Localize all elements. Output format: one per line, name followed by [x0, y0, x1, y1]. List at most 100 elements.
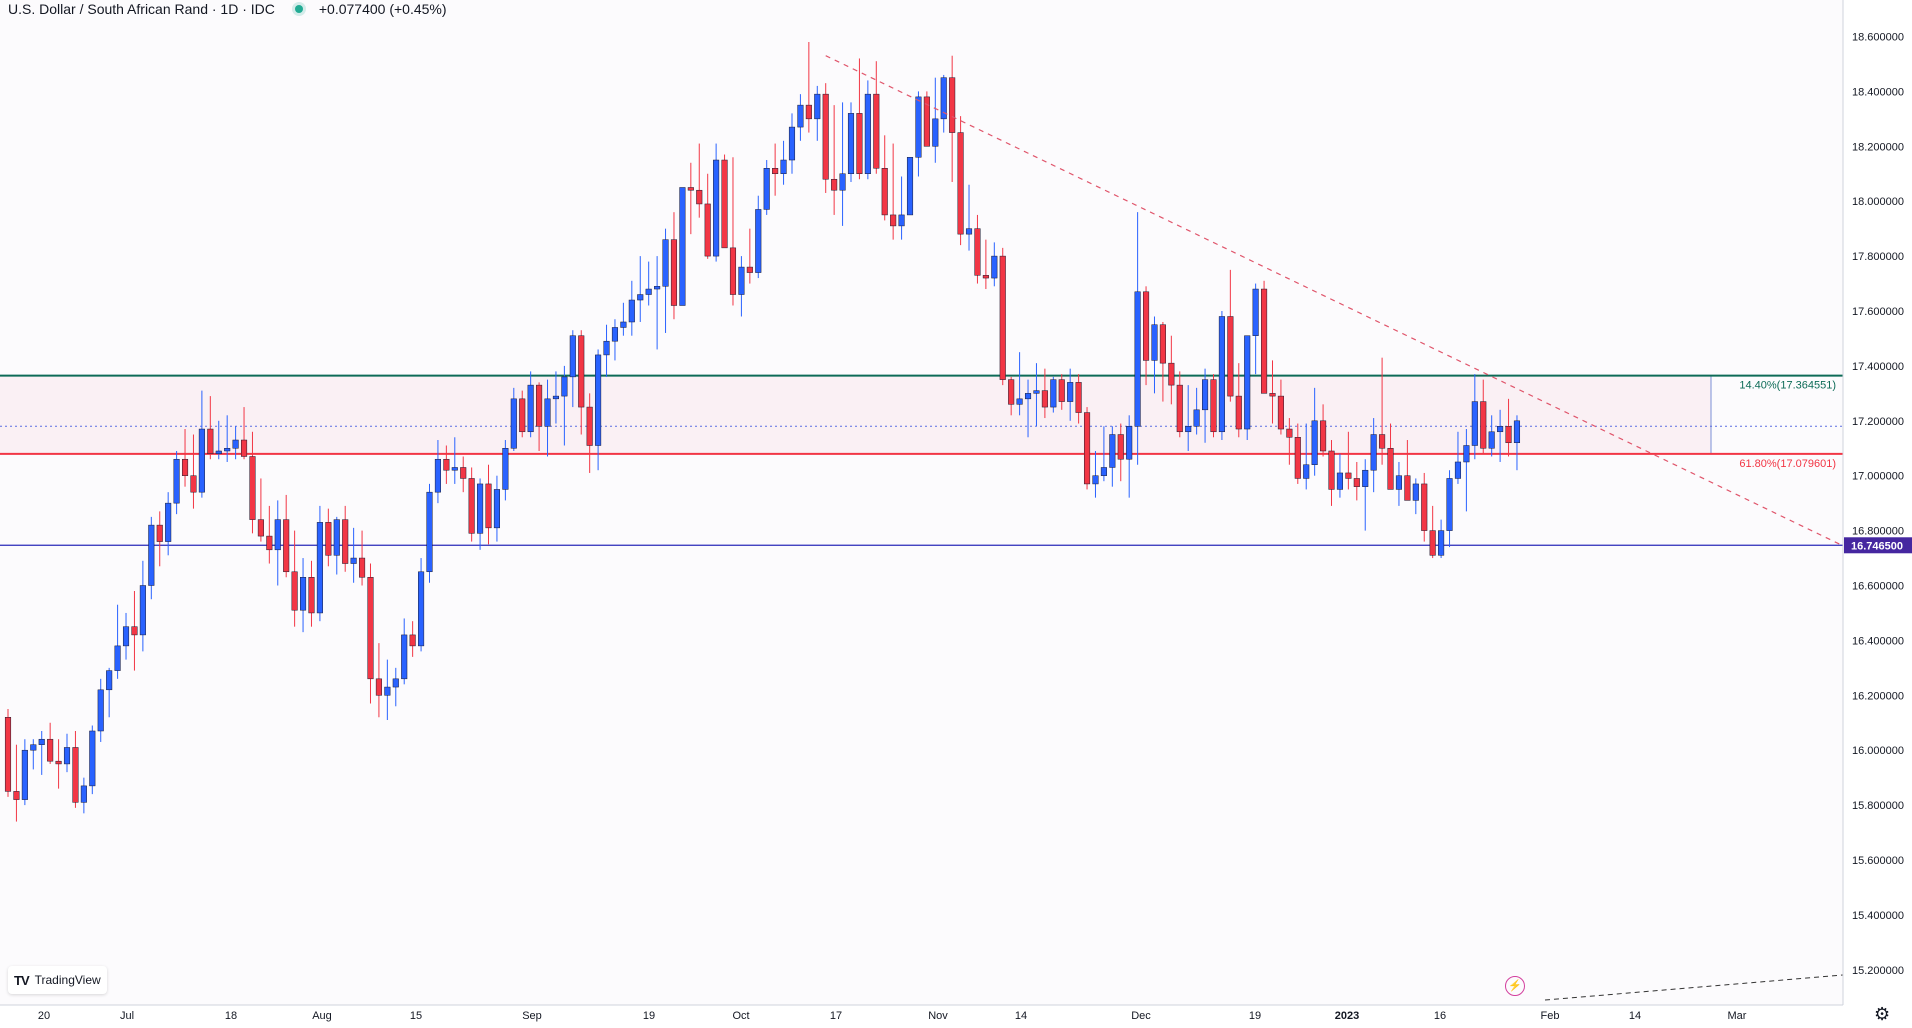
candle	[662, 228, 669, 333]
tradingview-logo-text: TradingView	[34, 973, 101, 987]
candle-body	[620, 321, 627, 328]
candle-body	[392, 678, 399, 688]
candle	[274, 500, 281, 586]
time-tick-label: 17	[830, 1010, 842, 1022]
price-tick-label: 15.600000	[1852, 855, 1904, 867]
fib-label-lower: 61.80%(17.079601)	[1739, 458, 1836, 470]
candle-body	[687, 187, 694, 191]
candle-body	[4, 717, 12, 792]
candle-body	[1252, 288, 1259, 336]
candle	[460, 456, 467, 493]
candle-body	[97, 689, 104, 732]
candle	[1488, 415, 1495, 457]
candle	[713, 143, 720, 262]
candle-body	[224, 448, 231, 452]
candle	[586, 393, 593, 473]
candle	[215, 420, 222, 460]
candle	[30, 739, 37, 770]
price-tick-label: 15.800000	[1852, 800, 1904, 812]
time-tick-label: 14	[1629, 1010, 1641, 1022]
candle-body	[1345, 472, 1352, 479]
price-tick-label: 16.400000	[1852, 635, 1904, 647]
price-tick-label: 18.400000	[1852, 86, 1904, 98]
price-tick-label: 16.800000	[1852, 526, 1904, 538]
candle	[1100, 426, 1107, 482]
candle-body	[569, 335, 576, 378]
candle-body	[1075, 382, 1082, 413]
candle-body	[409, 634, 416, 647]
candle	[1151, 316, 1158, 394]
candle-body	[72, 747, 79, 803]
candle-body	[1480, 401, 1487, 449]
candle	[729, 157, 737, 306]
candle-body	[1303, 464, 1310, 479]
candle	[527, 371, 534, 438]
candle	[1117, 423, 1124, 482]
price-tick-label: 18.000000	[1852, 196, 1904, 208]
candle-body	[38, 738, 45, 745]
candle-body	[207, 428, 214, 454]
candle-body	[755, 209, 762, 273]
price-tick-label: 16.600000	[1852, 581, 1904, 593]
candle-body	[493, 489, 500, 529]
candle	[1404, 440, 1411, 501]
candle	[949, 55, 956, 182]
price-change: +0.077400 (+0.45%)	[318, 1, 447, 17]
candle	[1083, 407, 1091, 490]
candle	[839, 102, 846, 226]
candle	[805, 41, 812, 133]
candle	[536, 382, 543, 451]
candle-body	[1100, 467, 1107, 476]
candle	[300, 558, 307, 633]
candle-body	[1083, 412, 1091, 485]
candle	[1134, 212, 1141, 465]
candle	[47, 722, 54, 764]
candle-body	[713, 159, 720, 257]
candle	[957, 116, 964, 246]
candle-body	[114, 645, 121, 671]
candle-body	[1176, 384, 1183, 433]
candle	[333, 516, 340, 575]
candle	[308, 560, 315, 627]
candle-body	[1218, 316, 1225, 433]
candle-body	[729, 247, 737, 295]
symbol-title[interactable]: U.S. Dollar / South African Rand · 1D · …	[8, 1, 275, 17]
candle	[856, 58, 863, 180]
candle-body	[350, 557, 357, 564]
candle-body	[359, 557, 366, 578]
candle-body	[1362, 469, 1369, 487]
candle	[1159, 321, 1166, 402]
candle-body	[1016, 398, 1023, 405]
price-label: 16.746500	[1851, 540, 1903, 552]
candle	[291, 530, 298, 627]
time-tick-label: 20	[38, 1010, 50, 1022]
candle	[367, 563, 374, 704]
candle	[156, 511, 163, 567]
candle	[1202, 368, 1209, 443]
flash-icon[interactable]: ⚡	[1505, 976, 1525, 996]
tradingview-logo[interactable]: TV TradingView	[8, 966, 107, 994]
candle-body	[1379, 434, 1386, 449]
gear-icon[interactable]: ⚙	[1874, 1004, 1891, 1024]
candle-body	[603, 340, 610, 356]
candle-body	[401, 634, 408, 680]
candle	[1471, 374, 1478, 460]
candle-body	[325, 522, 332, 556]
candle-body	[1117, 434, 1124, 460]
candle	[148, 516, 155, 600]
candle	[982, 239, 989, 290]
candle	[1210, 374, 1217, 438]
candle	[165, 492, 172, 556]
candle-body	[982, 275, 989, 279]
candle-body	[1429, 530, 1436, 556]
candle-body	[552, 395, 560, 400]
candle-body	[957, 132, 964, 235]
candle	[595, 349, 602, 471]
candle-body	[746, 266, 753, 273]
candle	[1362, 459, 1369, 531]
candle-body	[1395, 475, 1403, 490]
candle	[4, 709, 12, 797]
candle	[999, 247, 1006, 386]
candle	[1438, 519, 1445, 559]
